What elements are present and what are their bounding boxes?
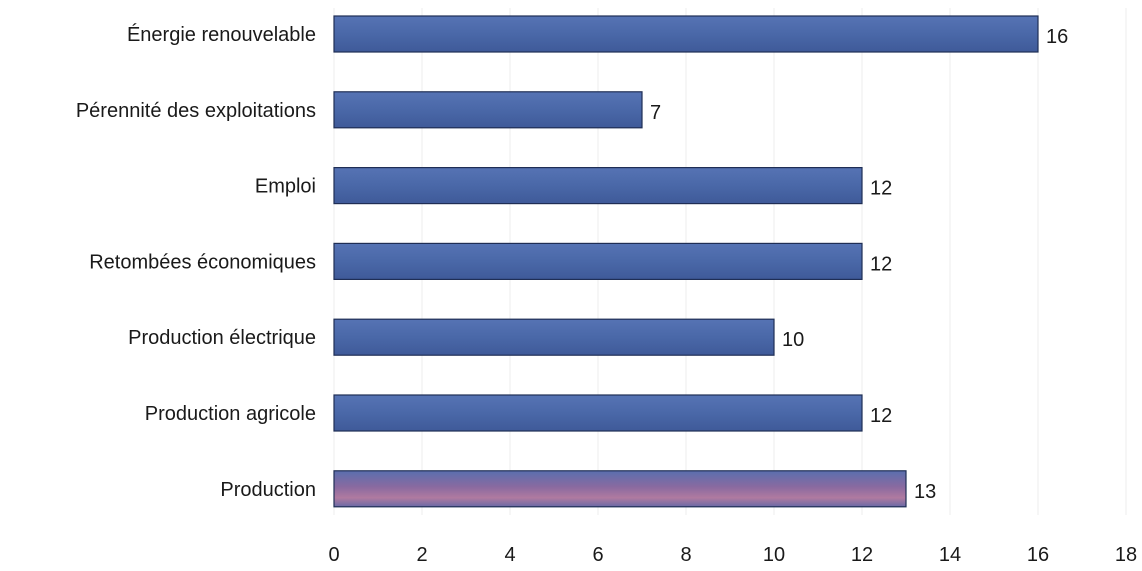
data-label: 12 [870,253,892,275]
x-axis-tick-labels: 0 2 4 6 8 10 12 14 16 18 [328,544,1137,566]
data-labels: 16 7 12 12 10 12 13 [650,26,1068,503]
x-tick-label: 14 [939,544,961,566]
bar [333,318,775,356]
category-label: Pérennité des exploitations [76,100,316,122]
x-tick-label: 12 [851,544,873,566]
x-tick-label: 4 [504,544,515,566]
x-tick-label: 16 [1027,544,1049,566]
bar [333,15,1039,53]
x-tick-label: 18 [1115,544,1137,566]
data-label: 13 [914,481,936,503]
x-tick-label: 2 [416,544,427,566]
x-tick-label: 6 [592,544,603,566]
data-label: 12 [870,405,892,427]
category-label: Retombées économiques [89,251,316,273]
data-label: 7 [650,102,661,124]
bar [333,242,863,280]
category-label: Production électrique [128,327,316,349]
data-label: 10 [782,329,804,351]
bars-group [333,15,1039,508]
data-label: 12 [870,178,892,200]
category-label: Énergie renouvelable [127,23,316,46]
x-tick-label: 0 [328,544,339,566]
category-labels: Énergie renouvelable Pérennité des exploi… [76,23,316,501]
category-label: Production [220,479,316,501]
x-tick-label: 10 [763,544,785,566]
bar [333,91,643,129]
bar [333,470,907,508]
bar [333,394,863,432]
category-label: Emploi [255,176,316,198]
x-tick-label: 8 [680,544,691,566]
bar [333,167,863,205]
category-label: Production agricole [145,403,316,425]
data-label: 16 [1046,26,1068,48]
